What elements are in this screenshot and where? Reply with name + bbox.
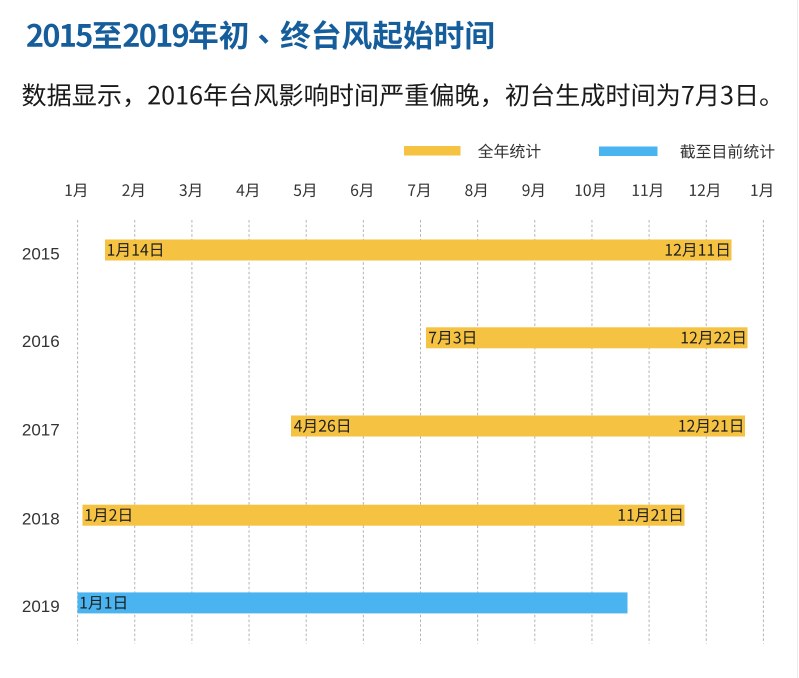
svg-text:2015: 2015 (22, 244, 60, 263)
svg-text:2016: 2016 (22, 332, 60, 351)
svg-text:2018: 2018 (22, 510, 60, 529)
svg-text:2019: 2019 (22, 597, 60, 616)
svg-text:2017: 2017 (22, 420, 60, 439)
